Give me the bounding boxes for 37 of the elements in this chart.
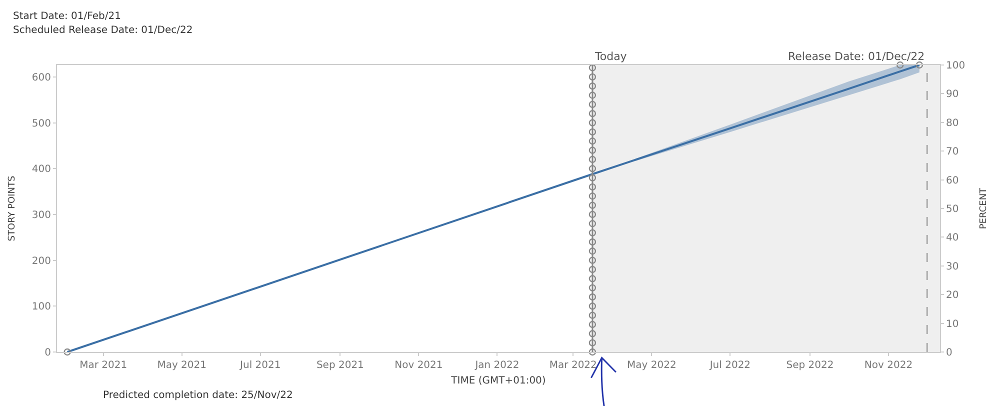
y-tick-label: 200	[32, 256, 51, 267]
y2-tick-label: 60	[946, 175, 959, 186]
y2-tick-label: 40	[946, 232, 959, 244]
y2-tick-label: 70	[946, 146, 959, 158]
text: Start Date: 01/Feb/21	[13, 11, 121, 22]
x-tick-label: May 2022	[627, 360, 676, 371]
y-axis-title: STORY POINTS	[7, 176, 18, 242]
y2-tick-label: 80	[946, 118, 959, 129]
x-axis-title: TIME (GMT+01:00)	[450, 376, 546, 386]
y2-tick-label: 100	[946, 60, 966, 72]
y2-tick-label: 20	[946, 290, 959, 302]
x-tick-label: Jul 2022	[708, 360, 751, 371]
text: Scheduled Release Date: 01/Dec/22	[13, 25, 193, 36]
text: Predicted completion date: 25/Nov/22	[103, 390, 293, 401]
y-tick-label: 400	[32, 164, 51, 176]
y2-tick-label: 10	[946, 318, 959, 330]
x-tick-label: Jul 2021	[239, 360, 281, 371]
y-tick-label: 300	[32, 210, 51, 221]
ref-line-label: Today	[594, 50, 628, 63]
x-tick-label: Nov 2022	[864, 360, 913, 371]
x-tick-label: Nov 2021	[394, 360, 443, 371]
x-tick-label: Sep 2022	[786, 360, 834, 371]
y2-tick-label: 90	[946, 89, 959, 100]
ref-line-label: Release Date: 01/Dec/22	[788, 50, 925, 63]
y-tick-label: 500	[32, 118, 51, 130]
y2-tick-label: 30	[946, 261, 959, 272]
y-tick-label: 0	[44, 348, 51, 358]
y-tick-label: 600	[32, 72, 51, 84]
x-tick-label: Sep 2021	[316, 360, 364, 371]
y2-axis-title: PERCENT	[978, 187, 989, 230]
x-tick-label: Mar 2022	[549, 360, 597, 371]
y-tick-label: 100	[32, 302, 51, 313]
x-tick-label: May 2021	[157, 360, 207, 371]
y2-tick-label: 0	[946, 348, 952, 358]
x-tick-label: Jan 2022	[474, 360, 520, 371]
y2-tick-label: 50	[946, 204, 959, 215]
x-tick-label: Mar 2021	[80, 360, 128, 371]
